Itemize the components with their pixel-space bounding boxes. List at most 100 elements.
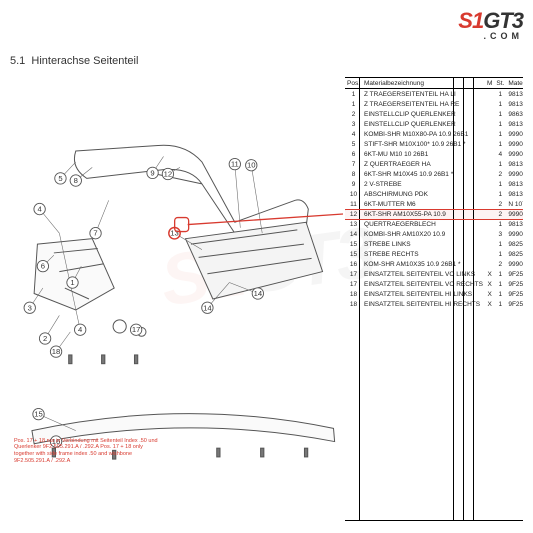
table-cell: Z TRAEGERSEITENTEIL HA LI xyxy=(362,89,485,100)
table-cell: EINSTELLCLIP QUERLENKER xyxy=(362,109,485,119)
bolt-icon xyxy=(261,448,264,457)
bolt-icon xyxy=(69,355,72,364)
table-cell: 99906112001 xyxy=(506,139,523,149)
callout-number: 5 xyxy=(58,174,62,183)
table-cell xyxy=(485,159,494,169)
leader-line xyxy=(98,200,109,228)
callout-number: 14 xyxy=(254,289,263,298)
table-cell: 6KT-MU M10 10 26B1 xyxy=(362,149,485,159)
table-cell: 9F2505282 xyxy=(506,299,523,309)
leader-line xyxy=(235,170,240,228)
bolt-icon xyxy=(134,355,137,364)
table-row: 15STREBE LINKS198250547TA xyxy=(345,239,523,249)
col-header: Material xyxy=(506,78,523,89)
table-row: 66KT-MU M10 10 26B1499907605301 xyxy=(345,149,523,159)
leader-line xyxy=(64,162,75,174)
table-cell: 98133107180 xyxy=(506,159,523,169)
table-cell: 99907284001 xyxy=(506,259,523,269)
leader-line xyxy=(43,213,59,233)
col-header: St. xyxy=(494,78,506,89)
table-cell: X xyxy=(485,279,494,289)
table-cell: 1 xyxy=(494,299,506,309)
table-cell: 1 xyxy=(494,129,506,139)
callout-number: 15 xyxy=(34,410,43,419)
leader-line xyxy=(80,167,92,177)
table-row: 126KT-SHR AM10X55-PA 10.9299907283701 xyxy=(345,209,523,219)
table-cell: 1 xyxy=(494,139,506,149)
table-row: 5STIFT-SHR M10X100* 10.9 26B1 *199906112… xyxy=(345,139,523,149)
table-cell: 2 xyxy=(494,209,506,219)
exploded-diagram: 584791213111061324181714141516 Pos. 17 +… xyxy=(10,77,339,521)
table-cell: KOMBI-SHR M10X80-PA 10.9 26B1 xyxy=(362,129,485,139)
footnote-text: Pos. 17 + 18 nur in Verbindung mit Seite… xyxy=(14,438,164,466)
table-row: 2EINSTELLCLIP QUERLENKER19863135101 xyxy=(345,109,523,119)
table-cell: N 10737001 xyxy=(506,199,523,209)
table-cell: 98133105290 xyxy=(506,99,523,109)
bolt-icon xyxy=(304,448,307,457)
callout-number: 9 xyxy=(150,168,154,177)
callout-number: 17 xyxy=(132,325,141,334)
table-cell: 1 xyxy=(494,269,506,279)
table-cell: 6KT-SHR M10X45 10.9 26B1 * xyxy=(362,169,485,179)
table-cell xyxy=(485,149,494,159)
table-cell xyxy=(485,109,494,119)
table-cell xyxy=(485,229,494,239)
table-cell: 1 xyxy=(494,289,506,299)
callout-number: 8 xyxy=(74,176,78,185)
table-row: 13QUERTRAEGERBLECH198133126111 xyxy=(345,219,523,229)
table-cell: ABSCHIRMUNG PDK xyxy=(362,189,485,199)
table-cell xyxy=(485,259,494,269)
table-cell: 98133109301 xyxy=(506,179,523,189)
table-cell: 1 xyxy=(494,279,506,289)
table-cell xyxy=(485,239,494,249)
brand-logo: S1GT3 .COM xyxy=(458,8,523,41)
table-row: 7Z QUERTRAEGER HA198133107180 xyxy=(345,159,523,169)
col-header: M xyxy=(485,78,494,89)
table-cell: 98133119800 xyxy=(506,189,523,199)
table-row: 17EINSATZTEIL SEITENTEIL VO LINKSX19F250… xyxy=(345,269,523,279)
table-cell xyxy=(485,139,494,149)
table-cell: 9F2505210 xyxy=(506,279,523,289)
table-cell xyxy=(485,179,494,189)
table-cell xyxy=(485,249,494,259)
table-cell xyxy=(485,169,494,179)
bolt-icon xyxy=(217,448,220,457)
table-cell xyxy=(485,99,494,109)
logo-part1: S1 xyxy=(458,8,483,33)
table-cell xyxy=(485,189,494,199)
table-cell: EINSATZTEIL SEITENTEIL HI RECHTS xyxy=(362,299,485,309)
table-cell: 1 xyxy=(494,249,506,259)
table-cell: 1 xyxy=(494,109,506,119)
parts-table-wrap: Pos.MaterialbezeichnungMSt.Material 1Z T… xyxy=(345,77,523,521)
table-row: 18EINSATZTEIL SEITENTEIL HI LINKSX19F250… xyxy=(345,289,523,299)
callout-number: 10 xyxy=(247,161,256,170)
table-row: 1Z TRAEGERSEITENTEIL HA LI198133105190 xyxy=(345,89,523,100)
table-cell xyxy=(485,89,494,100)
layout-row: 584791213111061324181714141516 Pos. 17 +… xyxy=(10,77,523,521)
table-cell: KOM-SHR AM10X35 10.9 26B1 * xyxy=(362,259,485,269)
callout-number: 6 xyxy=(41,262,45,271)
table-row: 1Z TRAEGERSEITENTEIL HA RE198133105290 xyxy=(345,99,523,109)
table-cell: 2 xyxy=(494,199,506,209)
table-cell: 1 xyxy=(494,99,506,109)
table-row: 14KOMBI-SHR AM10X20 10.9399907284401 xyxy=(345,229,523,239)
table-cell: 1 xyxy=(494,119,506,129)
table-row: 15STREBE RECHTS198250547BA xyxy=(345,249,523,259)
leader-line xyxy=(156,156,164,168)
leader-line xyxy=(48,315,59,333)
content-area: 5.1 Hinterachse Seitenteil xyxy=(10,55,523,523)
table-cell: 1 xyxy=(494,239,506,249)
table-cell: EINSATZTEIL SEITENTEIL VO RECHTS xyxy=(362,279,485,289)
table-cell: 2 xyxy=(494,169,506,179)
table-cell: 99907284401 xyxy=(506,229,523,239)
table-cell: 6KT-MUTTER M6 xyxy=(362,199,485,209)
callout-number: 4 xyxy=(78,325,83,334)
table-row: 10ABSCHIRMUNG PDK198133119800 xyxy=(345,189,523,199)
table-row: 4KOMBI-SHR M10X80-PA 10.9 26B11999072843… xyxy=(345,129,523,139)
table-cell: 98133105190 xyxy=(506,89,523,100)
table-cell: 9F2505209 xyxy=(506,269,523,279)
table-cell xyxy=(485,129,494,139)
logo-part2: GT3 xyxy=(483,8,523,33)
callout-number: 7 xyxy=(93,229,97,238)
table-cell: 2 xyxy=(494,259,506,269)
